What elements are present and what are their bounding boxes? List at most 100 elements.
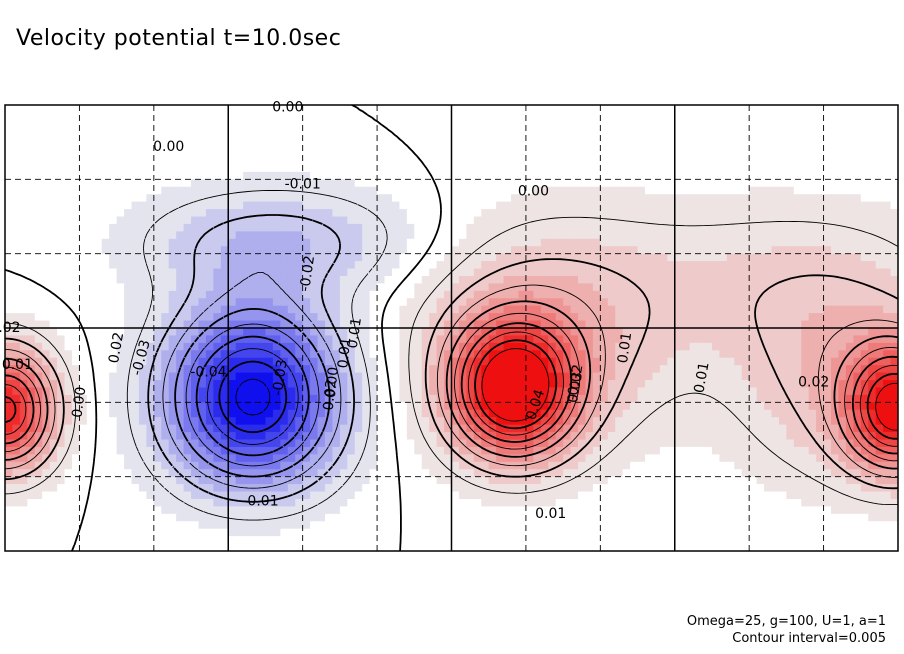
field-cell [12,357,21,366]
field-cell [406,402,415,411]
field-cell [436,134,445,143]
field-cell [503,402,512,411]
field-cell [124,149,133,158]
field-cell [71,372,81,381]
field-cell [801,171,810,180]
field-cell [406,201,415,210]
field-cell [458,290,467,299]
field-cell [317,223,326,232]
field-cell [384,365,393,374]
field-cell [778,268,787,277]
field-cell [749,365,758,374]
field-cell [555,283,564,292]
field-cell [302,157,311,166]
field-cell [384,127,393,136]
field-cell [622,261,631,270]
field-cell [778,283,787,292]
field-cell [153,275,162,284]
field-cell [570,387,579,396]
field-cell [823,149,832,158]
field-cell [816,380,825,389]
field-cell [109,238,118,247]
field-cell [637,112,646,121]
field-cell [808,149,817,158]
field-cell [49,216,58,225]
field-cell [548,186,557,195]
field-cell [853,313,862,322]
field-cell [176,357,185,366]
field-cell [377,194,386,203]
field-cell [153,209,162,218]
field-cell [79,246,88,255]
field-cell [682,313,691,322]
field-cell [793,253,802,262]
field-cell [42,209,51,218]
field-cell [235,171,244,180]
field-cell [711,134,720,143]
field-cell [131,231,140,240]
field-cell [138,179,147,188]
field-cell [153,394,162,403]
field-cell [488,380,497,389]
field-cell [853,127,862,136]
field-cell [578,372,587,381]
field-cell [213,372,222,381]
field-cell [838,119,847,128]
field-cell [161,253,170,262]
field-cell [585,134,594,143]
field-cell [384,201,393,210]
field-cell [555,320,564,329]
field-cell [250,105,259,114]
field-cell [518,112,527,121]
field-cell [860,231,869,240]
field-cell [481,350,490,359]
field-cell [198,119,207,128]
field-cell [71,149,81,158]
field-cell [205,164,214,173]
field-cell [458,253,467,262]
field-cell [153,342,162,351]
field-cell [511,149,520,158]
field-cell [578,275,587,284]
field-cell [429,253,438,262]
field-cell [808,298,817,307]
field-cell [630,313,639,322]
field-cell [674,186,683,195]
field-cell [116,402,125,411]
field-cell [719,238,728,247]
field-cell [466,313,475,322]
field-cell [124,365,133,374]
field-cell [138,372,147,381]
field-cell [347,335,356,344]
field-cell [615,275,624,284]
field-cell [667,186,676,195]
field-cell [220,305,229,314]
field-cell [563,201,572,210]
field-cell [853,283,862,292]
field-cell [496,164,505,173]
field-cell [525,149,534,158]
field-cell [473,305,482,314]
field-cell [64,394,73,403]
field-cell [615,171,624,180]
field-cell [719,157,728,166]
field-cell [764,372,773,381]
field-cell [711,328,720,337]
field-cell [377,209,386,218]
field-cell [280,357,289,366]
field-cell [622,134,631,143]
field-cell [458,209,467,218]
field-cell [49,209,58,218]
field-cell [615,268,624,277]
field-cell [473,209,482,218]
field-cell [213,216,222,225]
field-cell [555,134,564,143]
field-cell [615,164,624,173]
field-cell [630,372,639,381]
field-cell [176,261,185,270]
field-cell [704,268,713,277]
field-cell [243,105,252,114]
field-cell [808,402,817,411]
field-cell [57,409,66,418]
field-cell [161,246,170,255]
